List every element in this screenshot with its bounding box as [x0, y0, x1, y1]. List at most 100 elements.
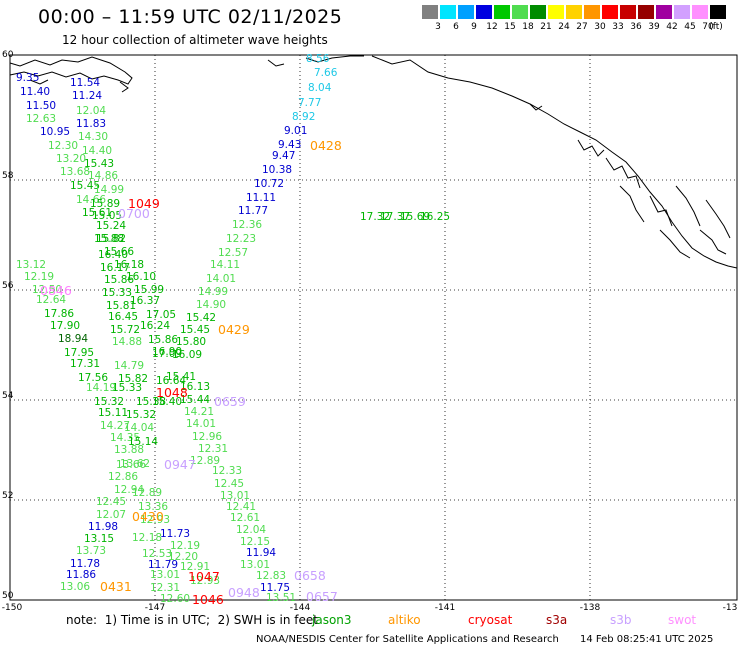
wave-height-value: 15.69: [400, 211, 430, 223]
legend-label: 39: [648, 22, 660, 32]
longitude-label: -13: [723, 603, 738, 613]
wave-height-value: 16.10: [126, 271, 156, 283]
legend-swatch: [656, 5, 672, 19]
satellite-s3a: s3a: [546, 613, 568, 627]
wave-height-value: 15.42: [186, 312, 216, 324]
wave-height-value: 12.60: [160, 593, 190, 605]
legend-swatch: [548, 5, 564, 19]
wave-height-value: 13.01: [240, 559, 270, 571]
wave-height-value: 11.78: [70, 558, 100, 570]
legend-label: 70: [702, 22, 714, 32]
wave-height-value: 14.19: [86, 382, 116, 394]
generation-timestamp: 14 Feb 08:25:41 UTC 2025: [580, 634, 714, 645]
legend-swatch: [458, 5, 474, 19]
legend-swatch: [638, 5, 654, 19]
legend-label: 27: [576, 22, 588, 32]
wave-height-value: 13.15: [84, 533, 114, 545]
wave-height-value: 16.64: [156, 375, 186, 387]
latitude-labels: 60 58 56 54 52 50: [2, 50, 14, 601]
wave-height-value: 15.72: [110, 324, 140, 336]
legend-swatch: [674, 5, 690, 19]
wave-height-value: 14.35: [110, 432, 140, 444]
wave-height-value: 12.53: [142, 548, 172, 560]
longitude-label: -144: [290, 603, 311, 613]
wave-height-value: 12.23: [226, 233, 256, 245]
wave-height-value: 13.20: [56, 153, 86, 165]
latitude-label: 60: [2, 50, 14, 60]
wave-height-value: 15.32: [126, 409, 156, 421]
wave-height-value: 15.89: [90, 198, 120, 210]
wave-height-value: 18.94: [58, 333, 88, 345]
wave-height-value: 12.19: [24, 271, 54, 283]
wave-height-value: 11.40: [20, 86, 50, 98]
wave-height-value: 12.36: [232, 219, 262, 231]
pass-time-label: 0657: [306, 589, 338, 604]
latitude-label: 52: [2, 491, 13, 501]
pass-time-label: 0431: [100, 579, 132, 594]
legend-swatch: [620, 5, 636, 19]
wave-height-value: 15.80: [176, 336, 206, 348]
wave-height-value: 12.31: [150, 582, 180, 594]
credit-line: NOAA/NESDIS Center for Satellite Applica…: [256, 634, 559, 645]
wave-height-value: 12.07: [96, 509, 126, 521]
legend-label: 9: [471, 22, 477, 32]
wave-height-value: 16.13: [180, 381, 210, 393]
satellite-swot: swot: [668, 613, 697, 627]
wave-height-value: 16.18: [114, 259, 144, 271]
wave-height-value: 12.04: [76, 105, 106, 117]
wave-height-value: 12.83: [256, 570, 286, 582]
wave-height-value: 11.83: [76, 118, 106, 130]
legend-swatch: [476, 5, 492, 19]
wave-height-value: 14.30: [78, 131, 108, 143]
graticule: [10, 55, 737, 600]
wave-height-value: 11.75: [260, 582, 290, 594]
legend-label: 18: [522, 22, 534, 32]
legend-label: 42: [666, 22, 678, 32]
latitude-label: 58: [2, 171, 14, 181]
wave-height-value: 16.45: [108, 311, 138, 323]
wave-height-value: 12.19: [170, 540, 200, 552]
wave-height-value: 17.09: [152, 348, 182, 360]
longitude-label: -138: [580, 603, 601, 613]
map-frame: [9, 54, 738, 601]
wave-height-value: 8.56: [306, 53, 330, 65]
legend-label: 12: [486, 22, 498, 32]
wave-height-value: 14.88: [112, 336, 142, 348]
wave-height-value: 11.94: [246, 547, 276, 559]
wave-height-value: 12.45: [96, 496, 126, 508]
wave-height-value: 15.82: [118, 373, 148, 385]
legend-label: 33: [612, 22, 624, 32]
wave-height-value: 11.11: [246, 192, 276, 204]
wave-height-value: 13.73: [76, 545, 106, 557]
wave-height-value: 15.40: [152, 396, 182, 408]
pass-time-label: 0947: [164, 457, 196, 472]
wave-height-value: 15.32: [94, 396, 124, 408]
wave-height-value: 14.99: [198, 286, 228, 298]
wave-height-value: 15.41: [166, 371, 196, 383]
wave-height-value: 13.51: [266, 592, 296, 604]
wave-height-value: 13.06: [60, 581, 90, 593]
pass-time-label: 1046: [192, 592, 224, 607]
wave-height-value: 12.31: [198, 443, 228, 455]
satellite-cryosat: cryosat: [468, 613, 513, 627]
map-title: 00:00 – 11:59 UTC 02/11/2025: [38, 6, 343, 28]
wave-height-value: 14.66: [76, 194, 106, 206]
wave-height-value: 14.11: [210, 259, 240, 271]
wave-height-value: 17.86: [44, 308, 74, 320]
wave-height-value: 7.66: [314, 67, 338, 79]
wave-height-value: 13.88: [114, 444, 144, 456]
pass-time-label: 0700: [118, 206, 150, 221]
pass-time-label: 0659: [214, 394, 246, 409]
wave-height-value: 16.40: [98, 249, 128, 261]
latitude-label: 54: [2, 391, 14, 401]
pass-time-label: 0846: [40, 283, 72, 298]
footer-note: note: 1) Time is in UTC; 2) SWH is in fe…: [66, 613, 318, 627]
wave-height-value: 12.30: [48, 140, 78, 152]
wave-height-value: 9.35: [16, 72, 39, 84]
wave-height-value: 15.45: [180, 324, 210, 336]
legend-swatch: [566, 5, 582, 19]
wave-height-value: 14.40: [82, 145, 112, 157]
legend-unit: (ft): [709, 22, 723, 32]
wave-height-value: 12.63: [26, 113, 56, 125]
